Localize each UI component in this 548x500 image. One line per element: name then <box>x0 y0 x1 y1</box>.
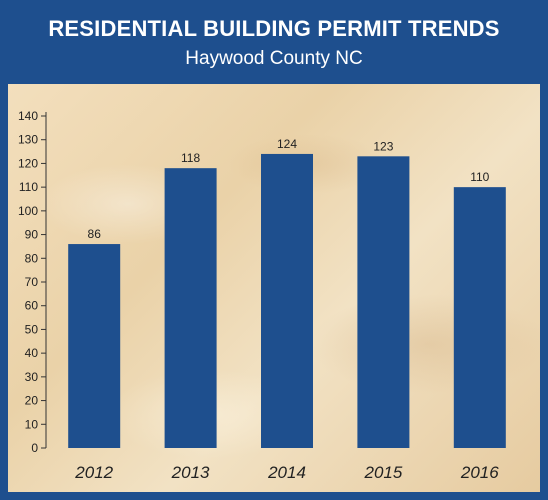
y-tick-label: 90 <box>25 228 39 242</box>
y-tick-label: 100 <box>18 204 38 218</box>
bar-chart: 0 10 20 30 40 50 60 70 80 90 100 110 120 130 140 86 2012… <box>18 109 506 482</box>
y-tick-label: 60 <box>25 299 39 313</box>
chart-panel: 0 10 20 30 40 50 60 70 80 90 100 110 120 130 140 86 2012… <box>8 84 540 492</box>
y-tick-label: 20 <box>25 394 39 408</box>
x-tick-label-2015: 2015 <box>363 463 402 482</box>
bar-2015 <box>357 156 410 449</box>
data-label-2016: 110 <box>470 170 489 184</box>
y-tick-label: 10 <box>25 417 39 431</box>
y-tick-label: 50 <box>25 322 39 336</box>
data-label-2015: 123 <box>373 139 393 153</box>
x-tick-label-2012: 2012 <box>74 463 113 482</box>
y-tick-label: 0 <box>31 441 38 455</box>
bar-2014 <box>261 153 313 448</box>
y-tick-label: 140 <box>18 109 38 123</box>
bar-2016 <box>453 187 506 448</box>
data-label-2013: 118 <box>181 151 200 165</box>
y-tick-label: 130 <box>18 133 38 147</box>
y-tick-label: 80 <box>25 251 39 265</box>
y-tick-label: 70 <box>25 275 39 289</box>
bar-2012 <box>68 244 121 448</box>
y-tick-label: 30 <box>25 370 39 384</box>
data-label-2012: 86 <box>88 227 102 241</box>
y-tick-label: 40 <box>25 346 39 360</box>
chart-title: RESIDENTIAL BUILDING PERMIT TRENDS <box>48 16 500 41</box>
x-tick-label-2016: 2016 <box>460 463 499 482</box>
x-tick-label-2014: 2014 <box>267 463 306 482</box>
bar-2013 <box>164 168 217 448</box>
chart-header: RESIDENTIAL BUILDING PERMIT TRENDS Haywo… <box>0 0 548 84</box>
y-tick-label: 110 <box>19 180 38 194</box>
data-label-2014: 124 <box>277 137 297 151</box>
y-tick-label: 120 <box>18 156 38 170</box>
chart-subtitle: Haywood County NC <box>185 48 363 69</box>
x-tick-label-2013: 2013 <box>171 463 210 482</box>
